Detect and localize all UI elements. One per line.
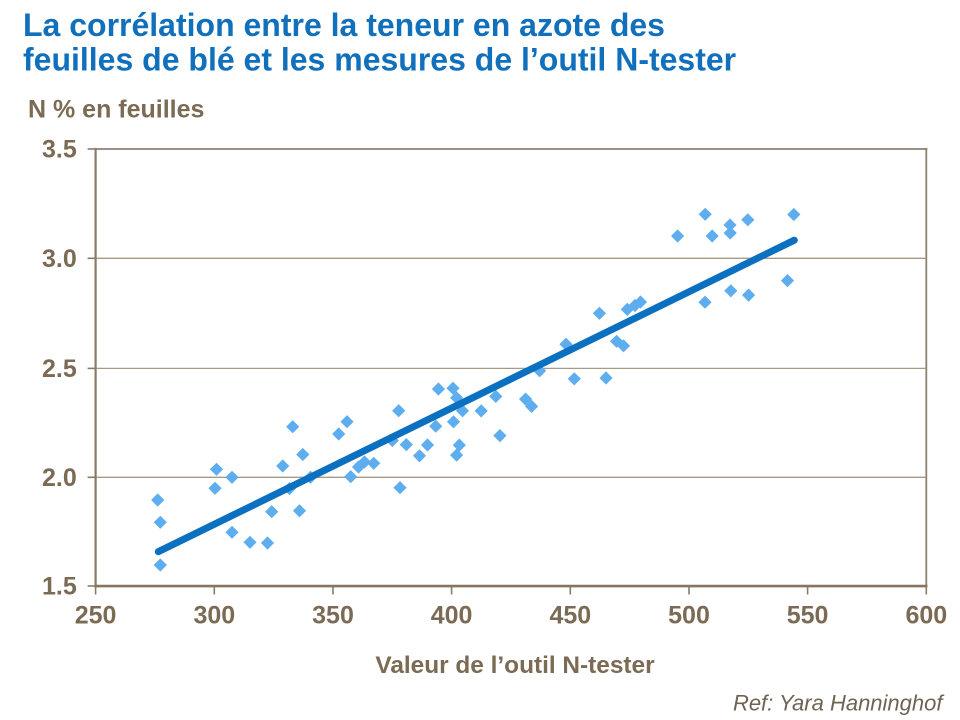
svg-text:3.5: 3.5 xyxy=(42,136,77,164)
svg-text:550: 550 xyxy=(787,601,829,629)
svg-text:400: 400 xyxy=(431,601,473,629)
svg-text:1.5: 1.5 xyxy=(42,573,77,601)
svg-text:Valeur de l’outil N-tester: Valeur de l’outil N-tester xyxy=(375,652,655,679)
svg-text:2.5: 2.5 xyxy=(42,355,77,383)
svg-text:N % en feuilles: N % en feuilles xyxy=(28,95,204,123)
svg-text:600: 600 xyxy=(905,601,947,629)
svg-text:Ref: Yara Hanninghof: Ref: Yara Hanninghof xyxy=(733,691,945,716)
svg-text:2.0: 2.0 xyxy=(42,464,77,492)
svg-text:feuilles de blé et les mesures: feuilles de blé et les mesures de l’outi… xyxy=(23,41,736,77)
svg-text:350: 350 xyxy=(312,601,354,629)
svg-text:250: 250 xyxy=(75,601,117,629)
svg-text:500: 500 xyxy=(668,601,710,629)
svg-text:3.0: 3.0 xyxy=(42,245,77,273)
svg-text:450: 450 xyxy=(549,601,591,629)
svg-text:300: 300 xyxy=(193,601,235,629)
svg-text:La corrélation entre la teneur: La corrélation entre la teneur en azote … xyxy=(23,7,665,43)
